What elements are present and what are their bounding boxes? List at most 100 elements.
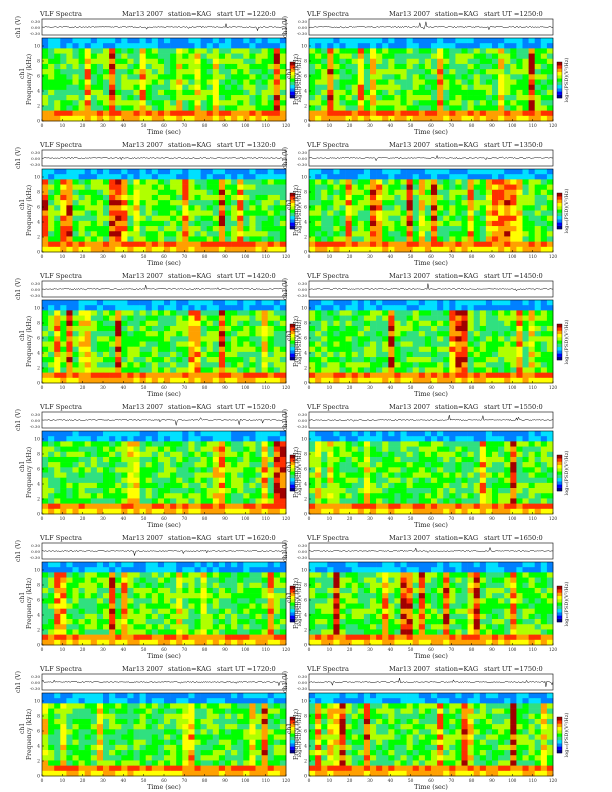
spectrogram-cell <box>345 205 352 211</box>
spectrogram-cell <box>66 482 73 489</box>
spectrogram-cell <box>212 325 220 332</box>
spectrogram-cell <box>382 48 389 54</box>
spectrogram-cell <box>133 482 140 489</box>
spectrogram-cell <box>188 498 195 504</box>
spectrogram-cell <box>255 451 262 458</box>
spectrogram-cell <box>60 472 67 478</box>
spectrogram-cell <box>109 169 116 175</box>
spectrogram-cell <box>333 341 340 347</box>
spectrogram-cell <box>437 377 444 384</box>
x-tick-label: 10 <box>327 124 333 129</box>
x-tick-label: 80 <box>202 124 208 129</box>
spectrogram-cell <box>309 215 316 222</box>
spectrogram-cell <box>96 493 104 499</box>
spectrogram-cell <box>200 58 207 65</box>
spectrogram-cell <box>121 184 128 191</box>
spectrogram-cell <box>237 241 244 248</box>
spectrogram-cell <box>60 184 67 191</box>
spectrogram-cell <box>249 53 256 60</box>
spectrogram-cell <box>498 246 505 253</box>
spectrogram-cell <box>90 210 98 216</box>
waveform-tick-label: 0.30 <box>298 281 307 286</box>
spectrogram-cell <box>103 300 110 306</box>
spectrogram-cell <box>351 315 359 322</box>
spectrogram-cell <box>406 215 413 222</box>
spectrogram-cell <box>139 351 146 358</box>
colorbar-segment <box>557 71 562 76</box>
spectrogram-cell <box>528 331 535 337</box>
spectrogram-cell <box>255 456 262 463</box>
spectrogram-cell <box>243 467 250 473</box>
spectrogram-cell <box>237 226 244 232</box>
spectrogram-cell <box>84 69 92 75</box>
spectrogram-cell <box>510 357 517 363</box>
spectrogram-cell <box>237 493 244 499</box>
spectrogram-cell <box>376 315 383 322</box>
spectrogram-cell <box>133 110 140 117</box>
spectrogram-cell <box>206 215 214 222</box>
spectrogram-cell <box>461 48 468 54</box>
spectrogram-cell <box>279 341 287 347</box>
spectrogram-cell <box>237 169 244 175</box>
spectrogram-cell <box>261 48 268 54</box>
spectrogram-cell <box>231 220 238 227</box>
spectrogram-cell <box>182 105 189 111</box>
spectrogram-cell <box>243 336 250 342</box>
spectrogram-cell <box>237 446 244 453</box>
spectrogram-cell <box>145 241 153 248</box>
spectrogram-cell <box>133 43 140 49</box>
spectrogram-cell <box>522 357 529 363</box>
spectrogram-cell <box>510 95 517 101</box>
spectrogram-cell <box>133 377 140 384</box>
spectrogram-cell <box>194 179 201 185</box>
colorbar-segment <box>290 206 295 210</box>
spectrogram-cell <box>437 205 444 211</box>
spectrogram-cell <box>315 331 322 337</box>
spectrogram-cell <box>370 357 377 363</box>
spectrogram-cell <box>206 53 214 60</box>
spectrogram-cell <box>327 69 334 75</box>
spectrogram-cell <box>255 493 262 499</box>
spectrogram-cell <box>48 336 55 342</box>
spectrogram-cell <box>418 246 426 253</box>
spectrogram-cell <box>170 220 177 227</box>
spectrogram-cell <box>455 236 462 242</box>
spectrogram-cell <box>412 372 420 379</box>
spectrogram-cell <box>388 84 395 91</box>
spectrogram-cell <box>388 300 395 306</box>
spectrogram-cell <box>357 315 365 322</box>
spectrogram-cell <box>315 367 322 373</box>
spectrogram-cell <box>139 179 146 185</box>
spectrogram-cell <box>206 48 214 54</box>
spectrogram-cell <box>510 362 517 368</box>
spectrogram-cell <box>188 205 195 211</box>
spectrogram-cell <box>139 441 146 447</box>
spectrogram-cell <box>327 210 334 216</box>
spectrogram-cell <box>522 74 529 80</box>
spectrogram-cell <box>249 105 256 111</box>
spectrogram-cell <box>103 174 110 180</box>
spectrogram-cell <box>267 472 275 478</box>
spectrogram-cell <box>363 184 371 191</box>
spectrogram-cell <box>164 246 171 253</box>
spectrogram-cell <box>424 169 432 175</box>
spectrogram-cell <box>145 220 153 227</box>
spectrogram-cell <box>243 357 250 363</box>
spectrogram-cell <box>412 362 420 368</box>
spectrogram-cell <box>267 205 275 211</box>
spectrogram-cell <box>109 482 116 489</box>
spectrogram-cell <box>327 346 334 353</box>
spectrogram-cell <box>339 200 346 206</box>
spectrogram-cell <box>145 508 153 515</box>
spectrogram-cell <box>345 58 352 65</box>
spectrogram-cell <box>498 336 505 342</box>
spectrogram-cell <box>534 84 542 91</box>
spectrogram-cell <box>127 174 134 180</box>
spectrogram-cell <box>540 205 548 211</box>
spectrogram-cell <box>243 377 250 384</box>
spectrogram-cell <box>182 300 189 306</box>
spectrogram-cell <box>382 205 389 211</box>
spectrogram-cell <box>145 53 153 60</box>
spectrogram-cell <box>400 189 407 196</box>
spectrogram-cell <box>133 38 140 44</box>
